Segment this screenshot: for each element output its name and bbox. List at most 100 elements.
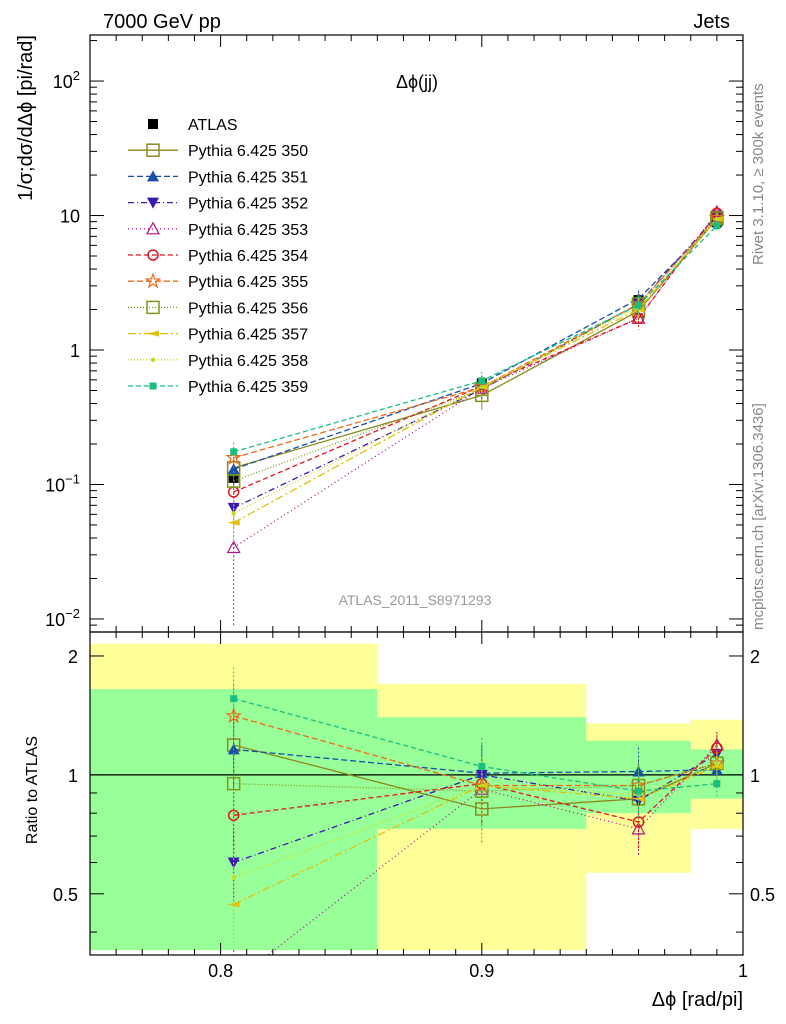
legend-item-0: ATLAS (148, 117, 238, 134)
legend-item-2: Pythia 6.425 351 (128, 169, 308, 186)
y-tick-label: 10−2 (45, 606, 80, 630)
legend-marker (147, 170, 159, 182)
series-line (233, 217, 718, 482)
legend-label: Pythia 6.425 353 (188, 222, 308, 239)
legend-item-10: Pythia 6.425 359 (128, 379, 308, 396)
legend-item-7: Pythia 6.425 356 (128, 300, 308, 317)
ratio-point (713, 780, 721, 788)
legend-marker (147, 197, 159, 209)
legend-label: Pythia 6.425 358 (188, 353, 308, 370)
ratio-y-tick-label-right: 0.5 (750, 885, 775, 905)
chart-title: Δϕ(jj) (396, 72, 438, 92)
ratio-point (230, 695, 238, 703)
ratio-line (233, 744, 718, 810)
data-point (226, 474, 241, 488)
side-text-top: Rivet 3.1.10, ≥ 300k events (750, 83, 767, 265)
x-axis-label: Δϕ [rad/pi] (652, 989, 743, 1011)
data-point (479, 384, 484, 390)
legend-marker (146, 143, 160, 157)
legend-item-9: Pythia 6.425 358 (128, 353, 308, 370)
series-line (233, 218, 718, 514)
ratio-line (233, 764, 718, 879)
ratio-line (233, 715, 718, 787)
ratio-y-axis-label: Ratio to ATLAS (24, 736, 41, 844)
legend-item-5: Pythia 6.425 354 (128, 248, 308, 265)
ratio-line (233, 748, 717, 774)
series-line (233, 218, 718, 524)
ratio-series-9 (230, 667, 721, 819)
legend-item-3: Pythia 6.425 352 (128, 196, 308, 213)
y-tick-label: 102 (53, 68, 80, 92)
ratio-line (266, 744, 718, 955)
ratio-frame (89, 631, 744, 956)
ratio-y-tick-label-left: 1 (68, 766, 78, 786)
ratio-line (233, 697, 717, 792)
legend-label: Pythia 6.425 355 (188, 274, 308, 291)
data-point (227, 463, 240, 475)
data-point (635, 301, 643, 309)
legend-label: Pythia 6.425 357 (188, 327, 308, 344)
y-tick-label: 1 (70, 341, 80, 361)
ratio-y-tick-label-left: 0.5 (53, 885, 78, 905)
ratio-y-tick-label-right: 2 (750, 647, 760, 667)
ratio-line (233, 753, 718, 864)
legend-marker (146, 300, 160, 315)
x-tick-label: 0.9 (469, 961, 494, 981)
legend-marker (149, 382, 157, 390)
data-point (714, 216, 720, 222)
data-point (226, 540, 241, 554)
ratio-point (631, 821, 646, 835)
ratio-point (632, 795, 645, 802)
y-tick-label: 10 (60, 207, 80, 227)
x-axis-ticks: 0.8 0.9 1 (89, 35, 748, 981)
data-point (230, 448, 238, 456)
series-10 (230, 220, 721, 463)
ratio-point (478, 763, 486, 771)
main-y-axis: 10−2 10−1 1 10 102 (45, 40, 743, 633)
legend-marker (147, 330, 159, 337)
legend-item-4: Pythia 6.425 353 (128, 221, 308, 239)
y-tick-label: 10−1 (45, 471, 80, 495)
legend-marker (145, 221, 161, 235)
ratio-y-tick-label-left: 2 (68, 647, 78, 667)
legend-item-8: Pythia 6.425 357 (128, 327, 308, 344)
legend-label: Pythia 6.425 351 (188, 169, 308, 186)
legend-label: Pythia 6.425 352 (188, 196, 308, 213)
ratio-line (233, 765, 718, 905)
main-plot-area (225, 204, 726, 626)
legend-marker (144, 272, 162, 289)
legend-label: ATLAS (188, 117, 238, 134)
legend-label: Pythia 6.425 359 (188, 379, 308, 396)
main-y-axis-label: 1/σ;dσ/dΔϕ [pi/rad] (15, 35, 37, 201)
series-4 (226, 204, 724, 626)
legend: ATLAS Pythia 6.425 350 Pythia 6.425 351 Pyt… (128, 117, 308, 396)
legend-marker (148, 119, 158, 129)
x-tick-label: 0.8 (208, 961, 233, 981)
data-point (231, 511, 236, 516)
data-point (227, 519, 240, 526)
ratio-point (226, 776, 241, 791)
analysis-watermark: ATLAS_2011_S8971293 (339, 592, 492, 608)
series-line (233, 212, 718, 493)
data-point (225, 448, 243, 465)
ratio-point (227, 901, 240, 908)
ratio-y-axis: 0.5 0.5 1 1 2 2 (53, 647, 775, 933)
header-left: 7000 GeV pp (103, 11, 221, 33)
side-text-bottom: mcplots.cern.ch [arXiv:1306.3436] (750, 403, 767, 630)
legend-item-6: Pythia 6.425 355 (128, 272, 308, 291)
ratio-point (231, 875, 236, 880)
ratio-plot-area (90, 667, 743, 955)
ratio-y-tick-label-right: 1 (750, 766, 760, 786)
ratio-point (635, 787, 643, 795)
series-line (233, 225, 718, 453)
legend-item-1: Pythia 6.425 350 (128, 143, 308, 160)
x-tick-label: 1 (738, 961, 748, 981)
ratio-line (233, 747, 718, 823)
legend-marker (147, 249, 159, 261)
series-line (233, 217, 718, 459)
header-right: Jets (693, 11, 730, 33)
legend-marker (150, 357, 156, 362)
ratio-point (479, 783, 484, 788)
data-point (478, 377, 486, 385)
